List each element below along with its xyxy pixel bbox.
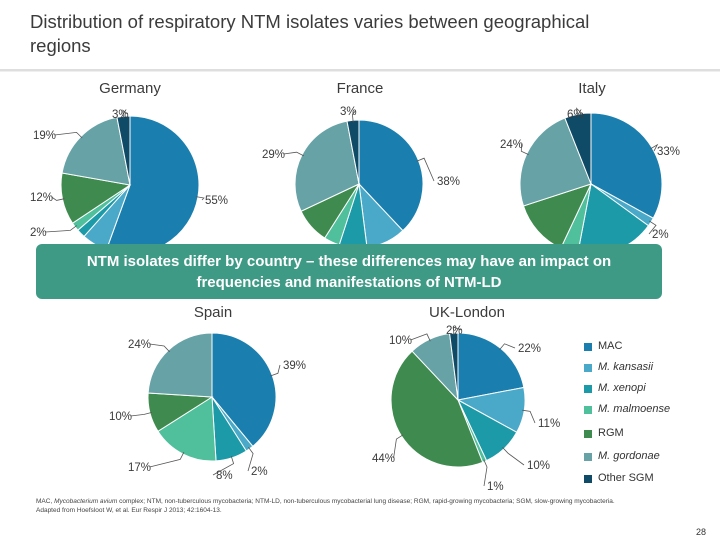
footnote-source: Adapted from Hoefsloot W, et al. Eur Res… bbox=[36, 507, 222, 514]
legend-label: M. malmoense bbox=[598, 403, 671, 415]
pie-spain: 39% 2% 8% 17% 10% 24% bbox=[109, 332, 306, 482]
pie-leader-line bbox=[351, 110, 356, 123]
pie-leader-line bbox=[452, 326, 462, 336]
pie-data-label: 24% bbox=[128, 339, 151, 351]
pie-leader-line bbox=[648, 220, 657, 235]
pie-leader-line bbox=[575, 107, 583, 117]
pie-leader-line bbox=[122, 109, 128, 119]
pie-leader-line bbox=[520, 143, 529, 155]
pie-data-label: 29% bbox=[262, 149, 285, 161]
legend-item-m-kansasii: M. kansasii bbox=[584, 359, 714, 379]
pie-title-uk-london: UK-London bbox=[429, 304, 505, 321]
legend-swatch-mac bbox=[584, 343, 592, 351]
pie-france: 38% 29% 3% bbox=[262, 106, 460, 249]
legend-swatch-other-sgm bbox=[584, 475, 592, 483]
pie-leader-line bbox=[283, 151, 304, 157]
legend-swatch-m-gordonae bbox=[584, 453, 592, 461]
pie-leader-line bbox=[499, 343, 516, 351]
pie-italy: 33% 2% 24% 6% bbox=[500, 107, 680, 256]
pie-leader-line bbox=[270, 364, 281, 377]
pie-data-label: 12% bbox=[30, 192, 53, 204]
legend-item-mac: MAC bbox=[584, 338, 714, 358]
pie-title-france: France bbox=[337, 80, 384, 97]
pie-leader-line bbox=[650, 143, 659, 152]
pie-data-label: 2% bbox=[30, 227, 47, 239]
pie-data-label: 2% bbox=[652, 229, 669, 241]
pie-leader-line bbox=[149, 343, 170, 353]
pie-data-label: 17% bbox=[128, 462, 151, 474]
pie-leader-line bbox=[416, 157, 435, 182]
title-divider bbox=[0, 69, 720, 71]
pie-data-label: 33% bbox=[657, 146, 680, 158]
legend-label: MAC bbox=[598, 340, 623, 352]
pie-title-italy: Italy bbox=[578, 80, 606, 97]
pie-data-label: 2% bbox=[446, 325, 463, 337]
legend-item-m-xenopi: M. xenopi bbox=[584, 380, 714, 400]
pie-data-label: 44% bbox=[372, 453, 395, 465]
pie-data-label: 3% bbox=[112, 109, 129, 121]
pie-leader-line bbox=[45, 225, 77, 233]
legend-label: M. gordonae bbox=[598, 450, 660, 462]
legend-item-m-malmoense: M. malmoense bbox=[584, 401, 714, 421]
pie-data-label: 2% bbox=[251, 466, 268, 478]
pie-leader-line bbox=[393, 434, 404, 459]
pie-data-label: 3% bbox=[340, 106, 357, 118]
pie-data-label: 10% bbox=[389, 335, 412, 347]
pie-leader-line bbox=[247, 446, 254, 472]
pie-title-spain: Spain bbox=[194, 304, 232, 321]
pie-leader-line bbox=[54, 131, 83, 139]
pie-data-label: 38% bbox=[437, 176, 460, 188]
legend-label: Other SGM bbox=[598, 472, 654, 484]
pie-data-label: 55% bbox=[205, 195, 228, 207]
pie-leader-line bbox=[130, 412, 153, 417]
pie-data-label: 39% bbox=[283, 360, 306, 372]
legend-item-rgm: RGM bbox=[584, 425, 714, 445]
footnote: MAC, Mycobacterium avium complex; NTM, n… bbox=[36, 497, 676, 515]
legend-item-m-gordonae: M. gordonae bbox=[584, 448, 714, 468]
legend-label: M. kansasii bbox=[598, 361, 654, 373]
footnote-abbreviations: MAC, Mycobacterium avium complex; NTM, n… bbox=[36, 498, 615, 505]
pie-leader-line bbox=[212, 455, 235, 476]
pie-data-label: 10% bbox=[527, 460, 550, 472]
pie-leader-line bbox=[51, 196, 65, 201]
legend-label: M. xenopi bbox=[598, 382, 646, 394]
legend-label: RGM bbox=[598, 427, 624, 439]
pie-slice-spain-m-gordonae bbox=[147, 332, 213, 398]
key-message-text: NTM isolates differ by country – these d… bbox=[86, 252, 612, 291]
pie-leader-line bbox=[195, 196, 205, 201]
page-number: 28 bbox=[696, 527, 707, 537]
pie-data-label: 6% bbox=[567, 109, 584, 121]
legend-item-other-sgm: Other SGM bbox=[584, 470, 714, 490]
slide-title: Distribution of respiratory NTM isolates… bbox=[30, 11, 590, 56]
pie-leader-line bbox=[483, 459, 488, 487]
pie-leader-line bbox=[410, 333, 431, 342]
pie-data-label: 22% bbox=[518, 343, 541, 355]
legend-swatch-rgm bbox=[584, 430, 592, 438]
legend-swatch-m-kansasii bbox=[584, 364, 592, 372]
pie-data-label: 10% bbox=[109, 411, 132, 423]
legend-swatch-m-xenopi bbox=[584, 385, 592, 393]
pie-data-label: 11% bbox=[538, 418, 560, 430]
pie-data-label: 8% bbox=[216, 470, 233, 482]
pie-leader-line bbox=[502, 447, 525, 466]
legend-swatch-m-malmoense bbox=[584, 406, 592, 414]
pie-uk-london: 22% 11% 10% 1% 44% 10% 2% bbox=[372, 325, 560, 493]
pie-germany: 55% 2% 12% 19% 3% bbox=[30, 109, 228, 255]
key-message-banner: NTM isolates differ by country – these d… bbox=[36, 244, 662, 299]
title-divider-shadow bbox=[0, 71, 720, 72]
pie-leader-line bbox=[522, 409, 536, 424]
pie-leader-line bbox=[149, 452, 185, 468]
pie-data-label: 24% bbox=[500, 139, 523, 151]
pie-data-label: 1% bbox=[487, 481, 504, 493]
pie-title-germany: Germany bbox=[99, 80, 161, 97]
pie-data-label: 19% bbox=[33, 130, 56, 142]
